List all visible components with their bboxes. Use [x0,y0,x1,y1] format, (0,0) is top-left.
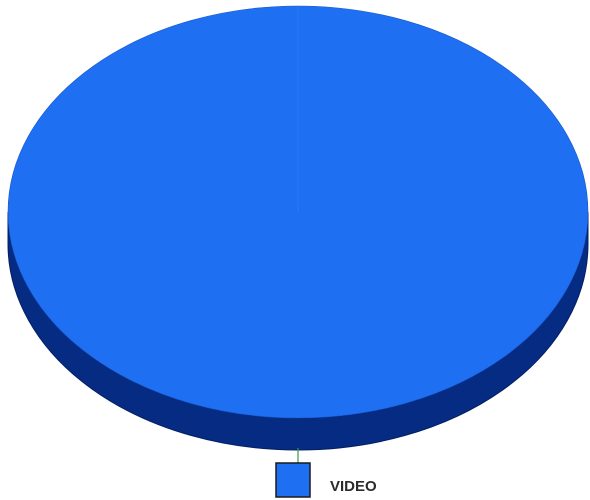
legend-label-video: VIDEO [330,478,377,495]
legend: VIDEO [275,462,377,498]
legend-swatch-video[interactable] [275,462,311,498]
